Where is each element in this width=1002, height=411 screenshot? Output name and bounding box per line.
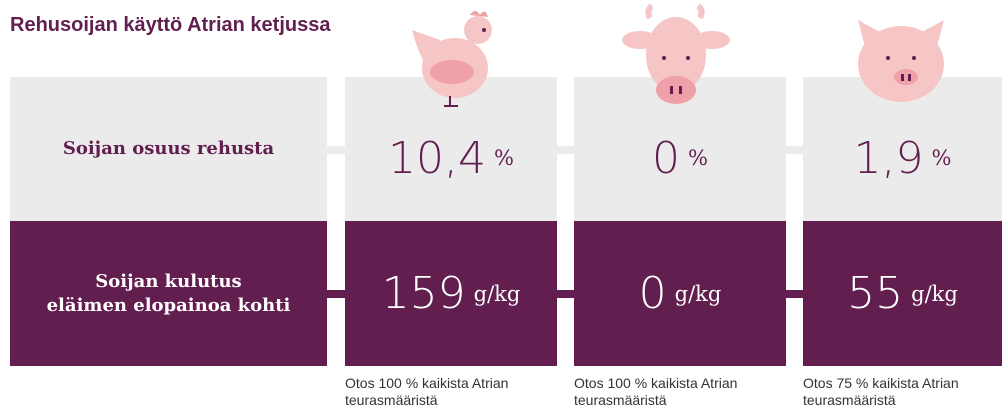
note-line: Otos 100 % kaikista Atrian bbox=[574, 375, 786, 392]
infographic: Rehusoijan käyttö Atrian ketjussa Soijan… bbox=[0, 0, 1002, 411]
pig-icon bbox=[858, 20, 944, 102]
note-line: Otos 100 % kaikista Atrian bbox=[345, 375, 557, 392]
use-unit: g/kg bbox=[675, 282, 722, 306]
use-unit: g/kg bbox=[911, 282, 958, 306]
share-unit: % bbox=[494, 146, 514, 170]
note-line: teurasmääristä bbox=[803, 392, 1002, 409]
use-cell: 55 g/kg bbox=[803, 221, 1002, 366]
share-value: 1,9 bbox=[854, 133, 924, 184]
use-value: 0 bbox=[639, 268, 667, 319]
row-label: Soijan kulutus bbox=[95, 270, 241, 294]
note-line: Otos 75 % kaikista Atrian bbox=[803, 375, 1002, 392]
use-value: 55 bbox=[847, 268, 903, 319]
share-value: 0 bbox=[652, 133, 680, 184]
chicken-icon bbox=[412, 11, 492, 106]
cow-icon bbox=[622, 6, 730, 104]
use-cell: 159 g/kg bbox=[345, 221, 557, 366]
share-unit: % bbox=[932, 146, 952, 170]
use-unit: g/kg bbox=[474, 282, 521, 306]
animal-icons bbox=[0, 0, 1002, 120]
note-line: teurasmääristä bbox=[574, 392, 786, 409]
share-unit: % bbox=[688, 146, 708, 170]
row-label-box: Soijan kulutus eläimen elopainoa kohti bbox=[10, 221, 327, 366]
row-label: eläimen elopainoa kohti bbox=[47, 294, 291, 318]
use-cell: 0 g/kg bbox=[574, 221, 786, 366]
note-line: teurasmääristä bbox=[345, 392, 557, 409]
use-value: 159 bbox=[382, 268, 466, 319]
share-value: 10,4 bbox=[388, 133, 486, 184]
row-label: Soijan osuus rehusta bbox=[63, 137, 274, 161]
